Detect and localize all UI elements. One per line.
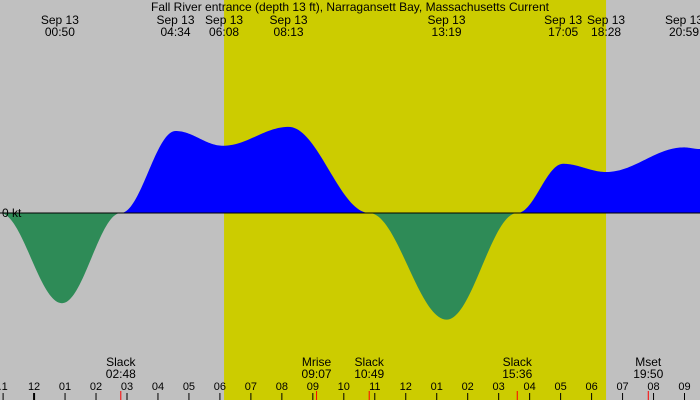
- flood-area-4: [517, 147, 700, 213]
- top-event-date-6: Sep 13: [587, 13, 625, 27]
- hour-tick-label-13: 12: [400, 381, 412, 393]
- top-event-date-4: Sep 13: [428, 13, 466, 27]
- top-event-time-3: 08:13: [274, 25, 304, 39]
- bottom-event-name-3: Slack: [355, 355, 385, 369]
- hour-tick-labels: .1 12 01 02 03 04 05 06 07 08 09 10 11 12 01 02 03 04 05 06…: [0, 381, 691, 400]
- zero-label: 0 kt: [2, 206, 22, 220]
- hour-tick-label-6: 05: [183, 381, 195, 393]
- top-event-date-1: Sep 13: [156, 13, 194, 27]
- hour-tick-label-18: 05: [554, 381, 566, 393]
- top-event-time-7: 20:59: [669, 25, 699, 39]
- hour-tick-label-2: 01: [59, 381, 71, 393]
- bottom-event-time-1: 02:48: [106, 367, 136, 381]
- current-areas: [0, 126, 700, 320]
- bottom-event-time-3: 10:49: [354, 367, 384, 381]
- flood-area-2: [120, 126, 370, 213]
- ebb-area-1: [0, 213, 121, 304]
- bottom-event-name-2: Mrise: [302, 355, 332, 369]
- bottom-event-name-5: Mset: [635, 355, 662, 369]
- hour-tick-label-21: 08: [647, 381, 659, 393]
- bottom-event-name-4: Slack: [503, 355, 533, 369]
- hour-tick-label-19: 06: [585, 381, 597, 393]
- hour-tick-label-9: 08: [276, 381, 288, 393]
- hour-tick-label-5: 04: [152, 381, 164, 393]
- top-event-date-0: Sep 13: [41, 13, 79, 27]
- chart-title: Fall River entrance (depth 13 ft), Narra…: [151, 0, 550, 14]
- hour-tick-label-22: 09: [678, 381, 690, 393]
- hour-tick-label-8: 07: [245, 381, 257, 393]
- top-event-date-5: Sep 13: [544, 13, 582, 27]
- bottom-event-time-4: 15:36: [502, 367, 532, 381]
- top-event-time-5: 17:05: [548, 25, 578, 39]
- top-event-time-1: 04:34: [161, 25, 191, 39]
- hour-tick-label-10: 09: [307, 381, 319, 393]
- hour-tick-label-0: .1: [0, 381, 8, 393]
- bottom-event-name-1: Slack: [106, 355, 136, 369]
- hour-tick-label-15: 02: [462, 381, 474, 393]
- top-event-time-2: 06:08: [209, 25, 239, 39]
- ebb-area-3: [369, 213, 518, 320]
- hour-tick-label-3: 02: [90, 381, 102, 393]
- hour-tick-label-16: 03: [493, 381, 505, 393]
- top-event-time-6: 18:28: [591, 25, 621, 39]
- hour-tick-label-7: 06: [214, 381, 226, 393]
- top-event-time-4: 13:19: [432, 25, 462, 39]
- hour-tick-label-12: 11: [369, 381, 380, 393]
- hour-tick-label-20: 07: [616, 381, 628, 393]
- hour-tick-label-11: 10: [338, 381, 350, 393]
- top-event-time-0: 00:50: [45, 25, 75, 39]
- hour-tick-label-4: 03: [121, 381, 133, 393]
- hour-tick-label-1: 12: [28, 381, 40, 393]
- bottom-event-labels: k3Slack02:48Mrise09:07Slack10:49Slack15:…: [106, 355, 664, 400]
- top-event-date-2: Sep 13: [205, 13, 243, 27]
- hour-tick-label-17: 04: [524, 381, 536, 393]
- hour-tick-label-14: 01: [431, 381, 443, 393]
- top-event-date-7: Sep 13: [665, 13, 700, 27]
- bottom-event-time-2: 09:07: [302, 367, 332, 381]
- top-event-date-3: Sep 13: [270, 13, 308, 27]
- bottom-event-time-5: 19:50: [633, 367, 663, 381]
